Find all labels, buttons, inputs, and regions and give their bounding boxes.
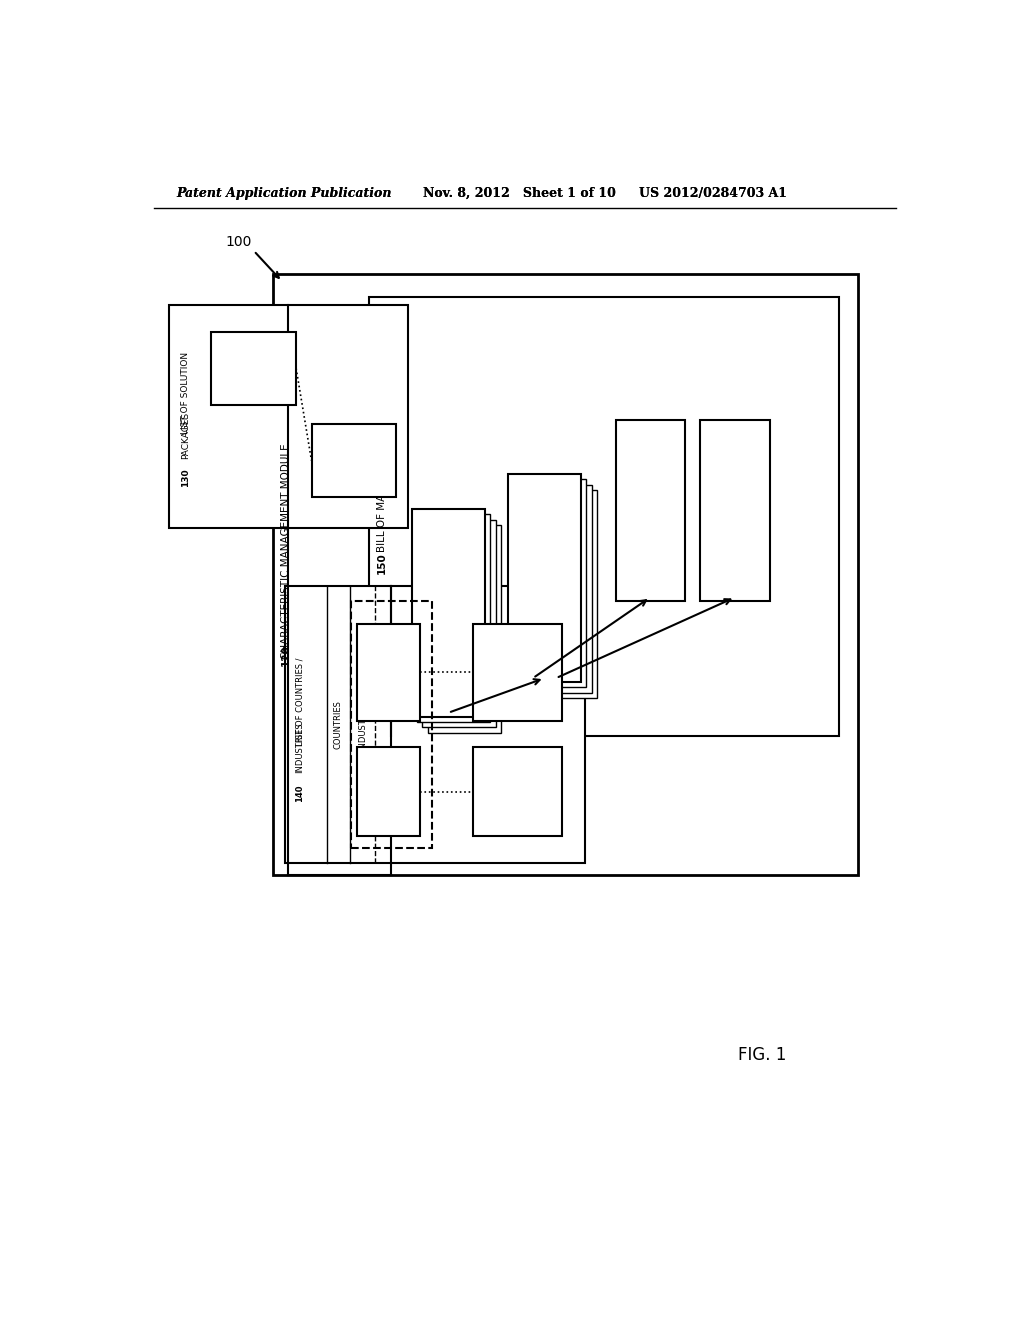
Text: PROCESS: PROCESS xyxy=(646,474,654,516)
Text: LIST OF SOLUTION: LIST OF SOLUTION xyxy=(181,352,190,434)
Bar xyxy=(473,747,562,836)
Bar xyxy=(412,508,484,717)
Text: FIG. 1: FIG. 1 xyxy=(737,1047,786,1064)
Text: INDUSTRIES: INDUSTRIES xyxy=(357,700,367,750)
Bar xyxy=(169,305,408,528)
Bar xyxy=(370,297,839,737)
Text: Patent Application Publication: Patent Application Publication xyxy=(177,186,392,199)
Text: CHARACTERISTIC MANAGEMENT MODULE: CHARACTERISTIC MANAGEMENT MODULE xyxy=(282,444,291,659)
Bar xyxy=(273,275,858,875)
Bar xyxy=(311,424,396,498)
Bar xyxy=(615,420,685,601)
Text: INDUSTRIES: INDUSTRIES xyxy=(296,722,304,772)
Text: 100: 100 xyxy=(225,235,252,248)
Bar xyxy=(518,484,592,693)
Text: I1
(TELECOM): I1 (TELECOM) xyxy=(359,661,417,684)
Text: STEP: STEP xyxy=(646,515,654,537)
Bar xyxy=(513,479,587,688)
Text: PROCESS: PROCESS xyxy=(730,474,739,516)
Text: PROCESS: PROCESS xyxy=(540,577,549,618)
Text: 170: 170 xyxy=(540,628,549,648)
Text: US 2012/0284703 A1: US 2012/0284703 A1 xyxy=(639,186,786,199)
Bar xyxy=(351,601,432,847)
Text: Nov. 8, 2012   Sheet 1 of 10: Nov. 8, 2012 Sheet 1 of 10 xyxy=(423,186,616,199)
Bar xyxy=(422,520,496,727)
Text: STEP: STEP xyxy=(730,515,739,537)
Text: PACKAGES: PACKAGES xyxy=(181,412,190,459)
Text: PACKAGE 110(n): PACKAGE 110(n) xyxy=(316,463,391,473)
Text: C1
(INDIA): C1 (INDIA) xyxy=(370,781,407,803)
Text: 120: 120 xyxy=(282,644,291,665)
Text: SOLUTION: SOLUTION xyxy=(231,352,276,362)
Bar xyxy=(211,331,296,405)
Bar xyxy=(285,586,585,863)
Text: US 2012/0284703 A1: US 2012/0284703 A1 xyxy=(639,186,786,199)
Bar xyxy=(473,624,562,721)
Text: BUSINESS: BUSINESS xyxy=(540,540,549,585)
Text: COUNTRIES: COUNTRIES xyxy=(334,700,343,748)
Bar xyxy=(417,515,490,722)
Text: Nov. 8, 2012   Sheet 1 of 10: Nov. 8, 2012 Sheet 1 of 10 xyxy=(423,186,616,199)
Text: BUSINESS: BUSINESS xyxy=(443,576,453,619)
Text: 160: 160 xyxy=(443,665,453,684)
Bar xyxy=(357,624,420,721)
Text: 150: 150 xyxy=(377,552,387,573)
Text: SOLUTION: SOLUTION xyxy=(331,445,377,454)
Text: 180: 180 xyxy=(646,548,654,566)
Text: BILL OF MATERIAL: BILL OF MATERIAL xyxy=(377,458,387,552)
Text: Im: Im xyxy=(509,665,526,680)
Text: 140: 140 xyxy=(296,785,304,803)
Text: 130: 130 xyxy=(181,469,190,487)
Text: LIST OF COUNTRIES /: LIST OF COUNTRIES / xyxy=(296,657,304,746)
Text: Cn: Cn xyxy=(508,784,526,799)
Bar xyxy=(357,747,420,836)
Bar xyxy=(524,490,597,698)
Text: SCENARIO: SCENARIO xyxy=(443,609,453,655)
Text: PACKAGE 110(1): PACKAGE 110(1) xyxy=(217,371,291,380)
Bar xyxy=(428,525,501,733)
Text: 190: 190 xyxy=(730,548,739,566)
Bar xyxy=(700,420,770,601)
Text: Patent Application Publication: Patent Application Publication xyxy=(177,186,392,199)
Bar xyxy=(508,474,581,682)
